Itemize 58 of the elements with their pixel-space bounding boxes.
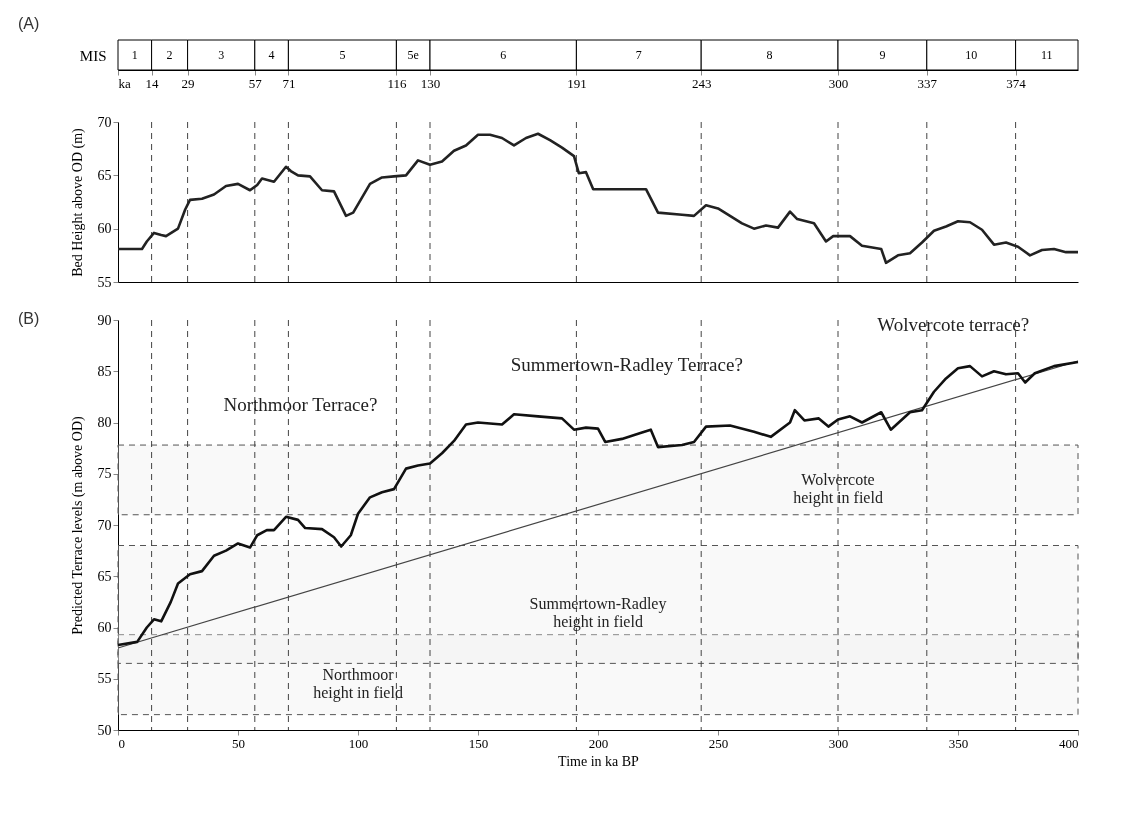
x-tick-label: 150: [468, 735, 489, 751]
y-tick-label: 55: [97, 671, 112, 687]
y-tick-label: 80: [97, 415, 112, 430]
series-label: 9: [879, 48, 886, 62]
y-tick-label: 65: [97, 568, 112, 584]
x-tick-label: ka: [118, 75, 131, 91]
x-axis-title: Time in ka BP: [558, 753, 640, 769]
annotation: Summertown-Radley Terrace?: [510, 354, 743, 375]
y-tick-label: 70: [97, 114, 112, 130]
series-label: 11: [1041, 48, 1053, 62]
series-label: 8: [766, 48, 773, 62]
band-label: Summertown-Radley height in field: [529, 595, 667, 632]
x-tick-label: 243: [691, 75, 712, 91]
x-tick-label: 50: [232, 735, 245, 751]
x-tick-label: 57: [248, 75, 263, 91]
band-label: Northmoor height in field: [313, 665, 403, 702]
series-label: 4: [268, 48, 275, 62]
y-tick-label: 75: [97, 466, 112, 482]
y-tick-label: 60: [97, 221, 112, 237]
series-label: 3: [218, 48, 225, 62]
x-tick-label: 14: [145, 75, 160, 91]
series-label: 7: [635, 48, 642, 62]
annotation: Wolvercote terrace?: [877, 314, 1030, 335]
series-label: 6: [500, 48, 507, 62]
text: (A): [18, 14, 40, 32]
chart-title: (B): [18, 310, 40, 327]
y-tick-label: 90: [97, 312, 112, 328]
x-tick-label: 71: [282, 75, 296, 91]
y-axis-title: MIS: [79, 47, 107, 64]
x-tick-label: 191: [567, 75, 587, 91]
y-tick-label: 85: [97, 363, 112, 379]
x-tick-label: 300: [828, 735, 849, 751]
series-label: 2: [166, 48, 173, 62]
x-tick-label: 0: [118, 735, 125, 751]
series-label: 10: [965, 48, 978, 62]
y-tick-label: 60: [97, 620, 112, 635]
y-tick-label: 50: [97, 722, 112, 738]
x-tick-label: 300: [828, 75, 849, 91]
y-axis-title: Bed Height above OD (m): [69, 127, 86, 277]
x-tick-label: 29: [181, 75, 195, 91]
x-tick-label: 400: [1059, 735, 1079, 751]
annotation: Northmoor Terrace?: [223, 394, 378, 415]
series-label: 5e: [407, 48, 419, 62]
x-tick-label: 130: [420, 75, 441, 91]
series-label: 5: [339, 48, 346, 62]
x-tick-label: 100: [348, 735, 369, 751]
x-tick-label: 250: [708, 735, 729, 751]
x-tick-label: 116: [387, 75, 407, 91]
band-label: Wolvercote height in field: [793, 470, 883, 507]
y-tick-label: 65: [97, 167, 112, 183]
y-tick-label: 55: [97, 274, 112, 290]
x-tick-label: 374: [1006, 75, 1027, 91]
series-label: 1: [131, 48, 138, 62]
x-tick-label: 350: [948, 735, 969, 751]
y-axis-title: Predicted Terrace levels (m above OD): [69, 415, 86, 635]
y-tick-label: 70: [97, 517, 112, 533]
x-tick-label: 337: [917, 75, 938, 91]
x-tick-label: 200: [588, 735, 609, 751]
